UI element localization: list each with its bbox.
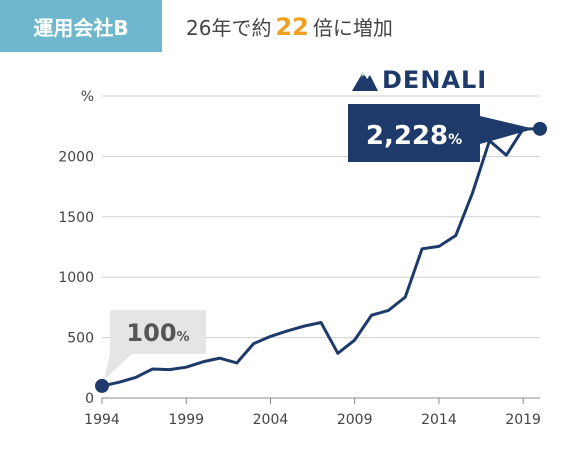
- fund-badge: 運用会社B: [0, 0, 162, 52]
- end-point: [533, 121, 547, 136]
- y-axis: 0 500 1000 1500 2000: [58, 149, 94, 407]
- mountain-icon: [352, 72, 378, 91]
- start-callout-label: 100%: [126, 319, 189, 347]
- y-axis-unit: %: [81, 89, 94, 105]
- x-tick-label: 1994: [84, 412, 120, 428]
- headline-suffix: 倍に増加: [312, 16, 393, 40]
- y-tick-label: 1500: [58, 210, 94, 226]
- y-tick-label: 0: [85, 391, 94, 407]
- end-callout-pointer: [480, 116, 534, 144]
- headline-prefix: 26年で約: [186, 16, 272, 40]
- y-tick-label: 1000: [58, 270, 94, 286]
- x-tick-label: 2004: [253, 412, 289, 428]
- logo-text: DENALI: [382, 66, 488, 94]
- end-callout-box: [348, 104, 480, 162]
- x-axis: 1994 1999 2004 2009 2014 2019: [84, 398, 541, 428]
- x-tick-label: 2019: [505, 412, 541, 428]
- end-callout-label: 2,228%: [366, 121, 462, 151]
- y-tick-label: 500: [67, 331, 94, 347]
- start-point: [95, 378, 109, 393]
- annotation-layer: 100% 2,228%: [95, 104, 547, 393]
- y-tick-label: 2000: [58, 149, 94, 165]
- fund-badge-label: 運用会社B: [33, 15, 129, 40]
- series-line: [101, 127, 540, 388]
- headline: 26年で約 22 倍に増加: [186, 12, 393, 42]
- x-tick-label: 1999: [168, 412, 204, 428]
- start-callout-box: [110, 309, 206, 354]
- headline-multiplier: 22: [275, 13, 309, 41]
- denali-logo: DENALI: [352, 66, 487, 94]
- series-layer: [101, 127, 540, 388]
- x-tick-label: 2014: [421, 412, 457, 428]
- start-callout-pointer: [104, 353, 132, 380]
- x-tick-label: 2009: [337, 412, 373, 428]
